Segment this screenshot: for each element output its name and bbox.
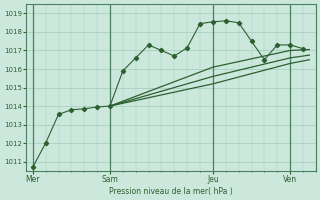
X-axis label: Pression niveau de la mer( hPa ): Pression niveau de la mer( hPa ) [109, 187, 233, 196]
